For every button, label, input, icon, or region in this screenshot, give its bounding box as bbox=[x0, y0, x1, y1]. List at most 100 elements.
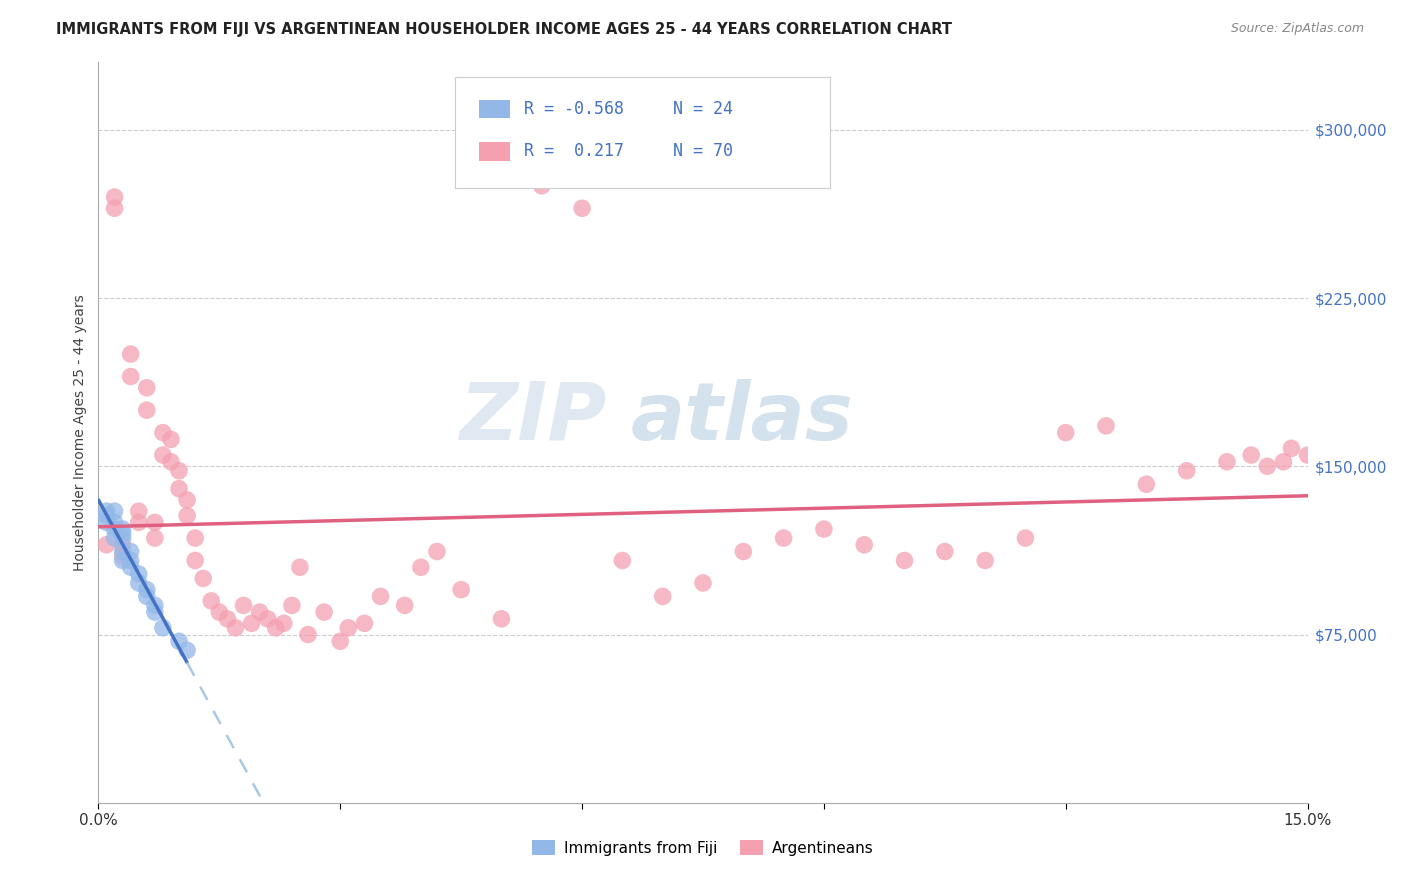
Point bbox=[96, 508, 118, 523]
Text: R = -0.568: R = -0.568 bbox=[524, 100, 624, 118]
Text: ZIP: ZIP bbox=[458, 379, 606, 457]
Point bbox=[893, 553, 915, 567]
Point bbox=[264, 621, 287, 635]
Point bbox=[176, 508, 198, 523]
Text: Source: ZipAtlas.com: Source: ZipAtlas.com bbox=[1230, 22, 1364, 36]
Point bbox=[120, 369, 142, 384]
Point bbox=[1281, 442, 1303, 456]
Point bbox=[1240, 448, 1263, 462]
Point bbox=[409, 560, 432, 574]
Point bbox=[651, 590, 673, 604]
Point bbox=[135, 590, 157, 604]
Point bbox=[273, 616, 295, 631]
Text: atlas: atlas bbox=[630, 379, 853, 457]
Point bbox=[128, 576, 150, 591]
Point bbox=[450, 582, 472, 597]
Point bbox=[394, 599, 416, 613]
Point bbox=[200, 594, 222, 608]
Point bbox=[530, 178, 553, 193]
Point bbox=[934, 544, 956, 558]
Point bbox=[571, 201, 593, 215]
Point bbox=[193, 571, 215, 585]
Point bbox=[314, 605, 336, 619]
Text: N = 24: N = 24 bbox=[673, 100, 733, 118]
Point bbox=[692, 576, 714, 591]
Point bbox=[120, 347, 142, 361]
Point bbox=[224, 621, 246, 635]
Point bbox=[232, 599, 254, 613]
Point bbox=[426, 544, 449, 558]
Y-axis label: Householder Income Ages 25 - 44 years: Householder Income Ages 25 - 44 years bbox=[73, 294, 87, 571]
Point bbox=[491, 612, 513, 626]
Point bbox=[184, 553, 207, 567]
Point bbox=[103, 531, 125, 545]
Point bbox=[733, 544, 755, 558]
Text: R =  0.217: R = 0.217 bbox=[524, 143, 624, 161]
Text: N = 70: N = 70 bbox=[673, 143, 733, 161]
Point bbox=[152, 621, 174, 635]
Point bbox=[1135, 477, 1157, 491]
Point bbox=[1095, 418, 1118, 433]
Point bbox=[1272, 455, 1295, 469]
Point bbox=[337, 621, 360, 635]
Point bbox=[111, 522, 134, 536]
Point bbox=[111, 549, 134, 563]
Point bbox=[176, 492, 198, 507]
Point bbox=[103, 522, 125, 536]
Point bbox=[103, 190, 125, 204]
Point bbox=[135, 582, 157, 597]
Text: IMMIGRANTS FROM FIJI VS ARGENTINEAN HOUSEHOLDER INCOME AGES 25 - 44 YEARS CORREL: IMMIGRANTS FROM FIJI VS ARGENTINEAN HOUS… bbox=[56, 22, 952, 37]
FancyBboxPatch shape bbox=[479, 142, 509, 161]
Point bbox=[111, 531, 134, 545]
Point bbox=[249, 605, 271, 619]
Legend: Immigrants from Fiji, Argentineans: Immigrants from Fiji, Argentineans bbox=[526, 834, 880, 862]
Point bbox=[329, 634, 352, 648]
FancyBboxPatch shape bbox=[456, 78, 830, 188]
Point bbox=[135, 381, 157, 395]
Point bbox=[167, 634, 190, 648]
Point bbox=[111, 538, 134, 552]
Point bbox=[143, 531, 166, 545]
Point bbox=[167, 464, 190, 478]
Point bbox=[111, 544, 134, 558]
Point bbox=[143, 516, 166, 530]
Point bbox=[1296, 448, 1319, 462]
Point bbox=[297, 627, 319, 641]
Point bbox=[143, 605, 166, 619]
Point bbox=[111, 526, 134, 541]
Point bbox=[103, 201, 125, 215]
Point bbox=[1256, 459, 1278, 474]
Point bbox=[120, 560, 142, 574]
Point bbox=[152, 448, 174, 462]
Point bbox=[128, 504, 150, 518]
Point bbox=[167, 482, 190, 496]
Point bbox=[612, 553, 634, 567]
Point bbox=[256, 612, 278, 626]
Point bbox=[353, 616, 375, 631]
Point bbox=[96, 504, 118, 518]
Point bbox=[128, 516, 150, 530]
Point bbox=[1175, 464, 1198, 478]
Point bbox=[96, 538, 118, 552]
Point bbox=[813, 522, 835, 536]
Point bbox=[120, 544, 142, 558]
Point bbox=[96, 516, 118, 530]
Point bbox=[184, 531, 207, 545]
Point bbox=[143, 599, 166, 613]
Point bbox=[152, 425, 174, 440]
Point bbox=[240, 616, 263, 631]
FancyBboxPatch shape bbox=[479, 100, 509, 119]
Point bbox=[120, 553, 142, 567]
Point bbox=[103, 516, 125, 530]
Point bbox=[217, 612, 239, 626]
Point bbox=[288, 560, 311, 574]
Point bbox=[370, 590, 392, 604]
Point bbox=[176, 643, 198, 657]
Point bbox=[208, 605, 231, 619]
Point bbox=[1054, 425, 1077, 440]
Point bbox=[1216, 455, 1239, 469]
Point bbox=[853, 538, 876, 552]
Point bbox=[111, 553, 134, 567]
Point bbox=[128, 566, 150, 581]
Point bbox=[281, 599, 304, 613]
